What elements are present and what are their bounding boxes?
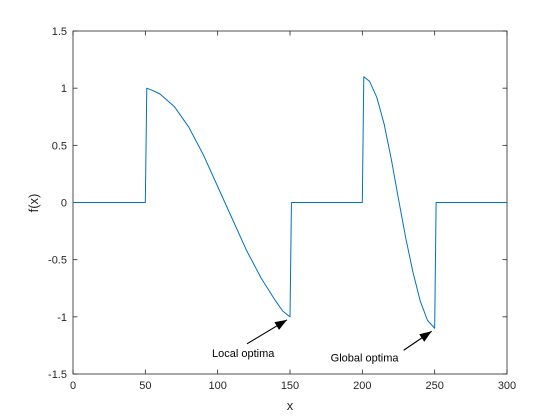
x-axis-title: x	[287, 398, 294, 413]
x-tick-label: 200	[353, 380, 371, 392]
annotation-label: Global optima	[331, 352, 400, 364]
series-line	[73, 76, 507, 329]
y-tick-label: 1.5	[52, 26, 67, 38]
y-axis-title: f(x)	[26, 194, 41, 213]
annotation-label: Local optima	[212, 348, 275, 360]
y-tick-label: -1.5	[48, 369, 67, 381]
series-layer	[73, 76, 507, 329]
x-tick-label: 300	[498, 380, 516, 392]
tick-labels: 0 50 100 150 200 250 300 -1.5 -1 -0.5 0 0.5 1 1.5	[48, 26, 516, 392]
y-tick-label: -1	[57, 312, 67, 324]
y-tick-label: 0.5	[52, 140, 67, 152]
x-tick-label: 0	[70, 380, 76, 392]
annotation-arrow-head	[274, 319, 287, 330]
y-tick-label: -0.5	[48, 255, 67, 267]
annotation-arrow-head	[419, 331, 432, 342]
x-tick-label: 50	[139, 380, 151, 392]
x-tick-label: 150	[281, 380, 299, 392]
annotation-layer: Local optima Global optima	[212, 319, 432, 364]
x-tick-label: 250	[425, 380, 443, 392]
y-tick-label: 0	[61, 198, 67, 210]
x-tick-label: 100	[208, 380, 226, 392]
y-tick-label: 1	[61, 83, 67, 95]
